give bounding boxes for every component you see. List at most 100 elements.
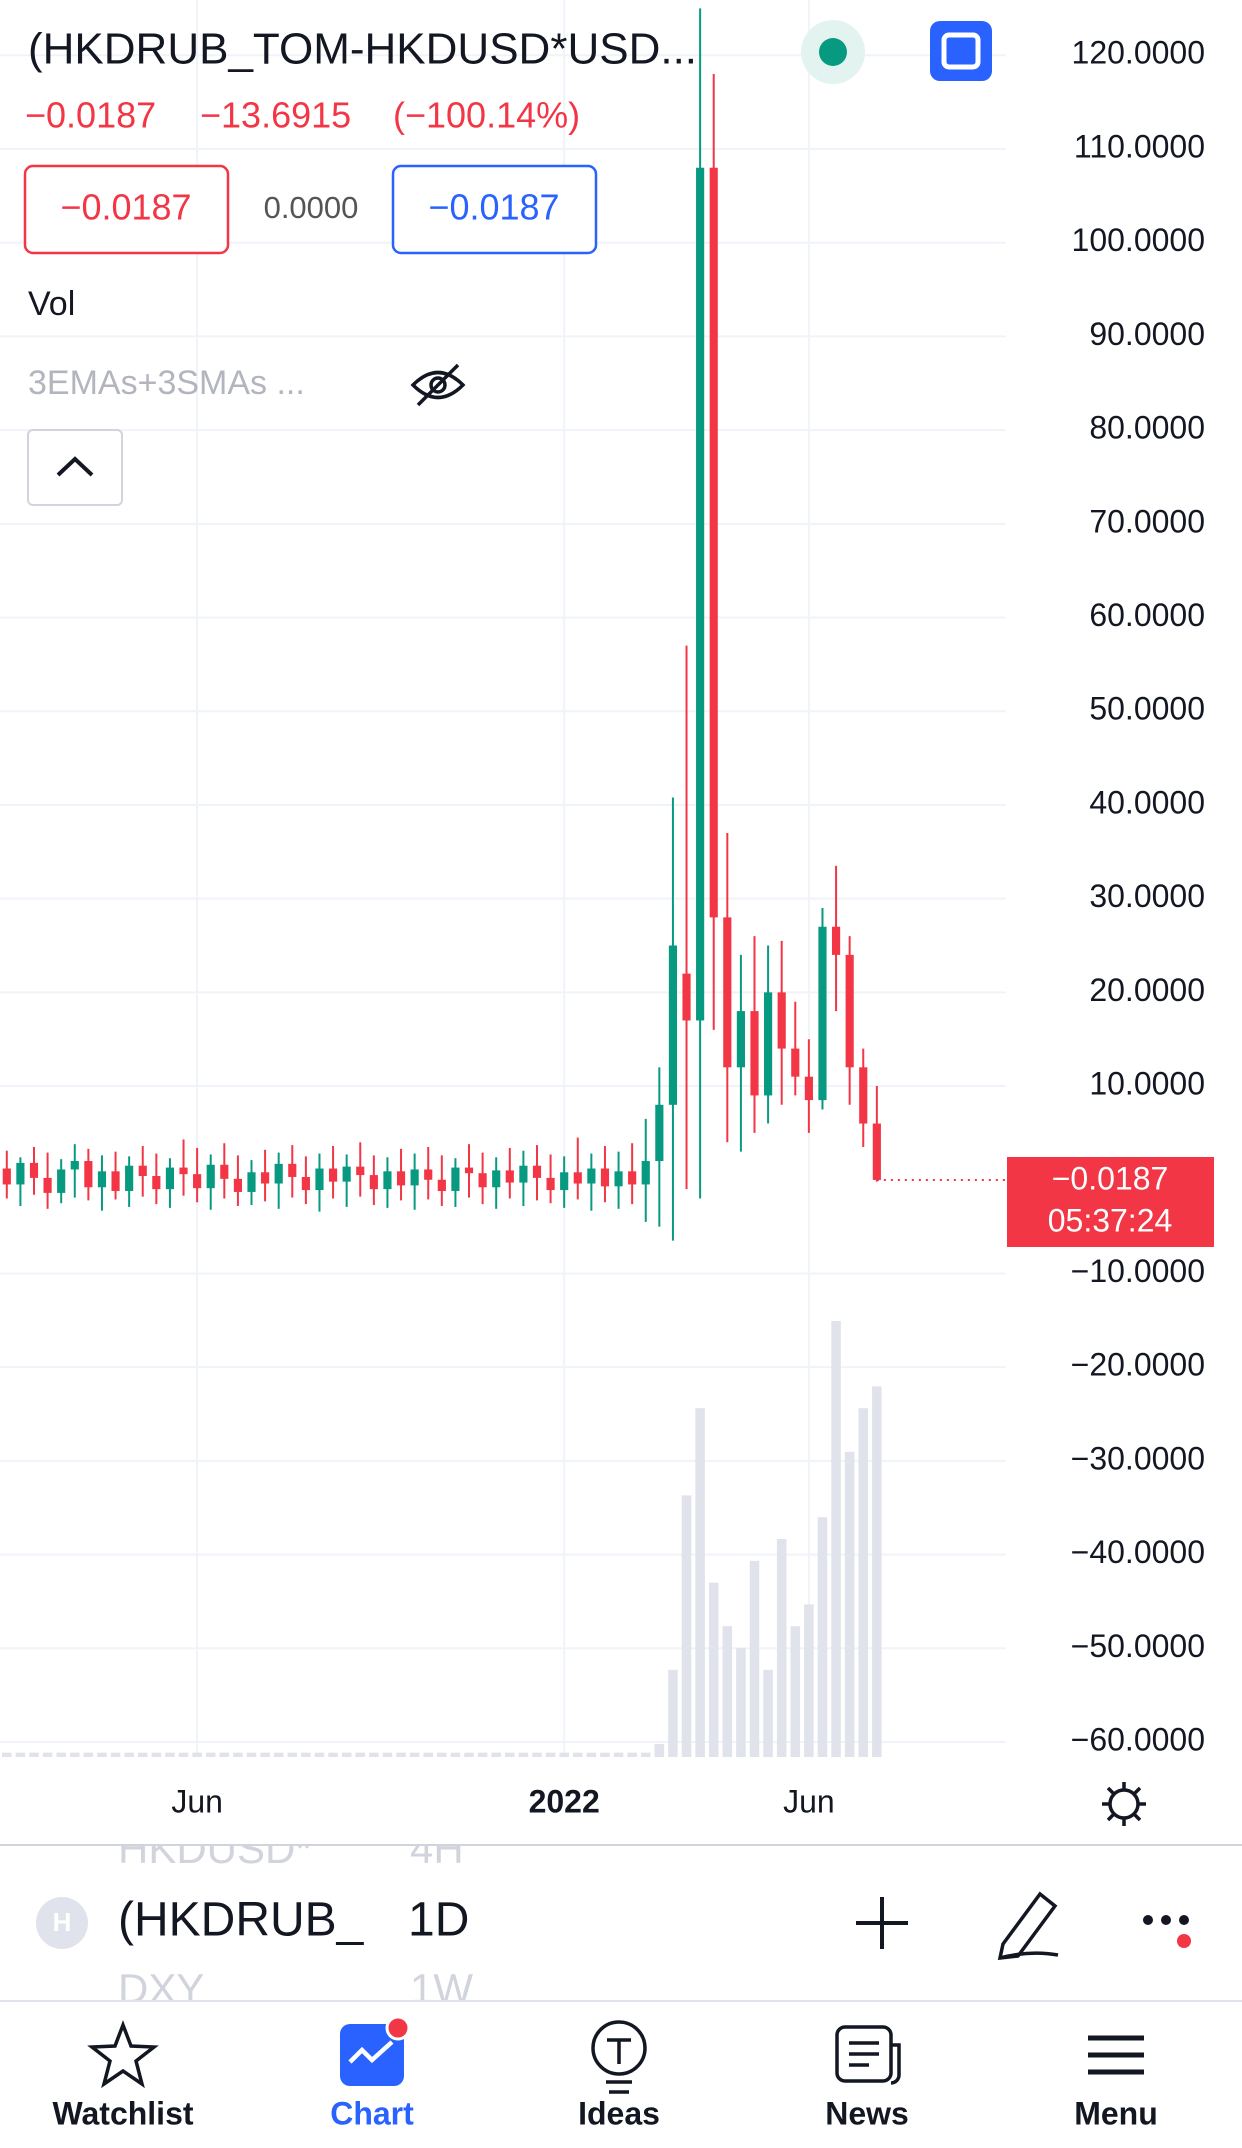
y-tick-label: 20.0000 [1089, 972, 1205, 1008]
tab-menu[interactable]: Menu [1074, 2095, 1158, 2131]
draw-button[interactable] [997, 1891, 1059, 1961]
y-tick-label: 120.0000 [1072, 35, 1205, 71]
volume-bar [110, 1752, 121, 1757]
y-tick-label: 70.0000 [1089, 503, 1205, 539]
candle-body [369, 1175, 378, 1190]
prev-symbol[interactable]: HKDUSD* [118, 1825, 312, 1872]
change: −13.6915 [200, 95, 351, 136]
countdown: 05:37:24 [1048, 1202, 1173, 1238]
volume-bar [736, 1648, 746, 1757]
fullscreen-button[interactable] [930, 21, 992, 81]
candle-body [736, 1011, 745, 1068]
candle-body [492, 1170, 501, 1188]
indicator-vol[interactable]: Vol [28, 285, 75, 323]
candle-body [97, 1171, 107, 1188]
settings-button[interactable] [1102, 1782, 1146, 1826]
volume-bar [586, 1752, 597, 1757]
menu-icon[interactable] [1088, 2035, 1144, 2075]
collapse-button[interactable] [27, 429, 123, 506]
candle-body [274, 1163, 283, 1184]
candle-body [233, 1178, 242, 1192]
next-interval[interactable]: 1W [410, 1965, 473, 2012]
volume-bar [559, 1752, 569, 1757]
prev-interval[interactable]: 4H [410, 1825, 464, 1872]
volume-bar [355, 1752, 366, 1757]
volume-bar [396, 1752, 406, 1757]
symbol-title[interactable]: (HKDRUB_TOM-HKDUSD*USD... [28, 25, 697, 74]
candle-body [872, 1123, 881, 1180]
volume-bar [790, 1626, 801, 1757]
more-button[interactable] [1143, 1915, 1191, 1948]
volume-bar [573, 1752, 583, 1757]
candle-body [179, 1167, 188, 1175]
volume-bar [749, 1560, 760, 1757]
volume-bar [409, 1752, 420, 1757]
volume-bar [817, 1517, 828, 1757]
volume-bar [2, 1752, 12, 1757]
y-tick-label: 110.0000 [1074, 128, 1205, 164]
indicator-ema[interactable]: 3EMAs+3SMAs ... [28, 364, 305, 402]
next-symbol[interactable]: DXY [118, 1965, 204, 2012]
candle-body [560, 1172, 569, 1191]
candle-body [859, 1067, 868, 1124]
news-icon[interactable] [835, 2025, 901, 2085]
candle-body [111, 1171, 120, 1192]
candle-body [791, 1048, 800, 1077]
ask: −0.0187 [428, 187, 559, 228]
sell-button[interactable] [23, 164, 230, 255]
tab-watchlist[interactable]: Watchlist [52, 2095, 193, 2131]
volume-bar [314, 1752, 325, 1757]
bid: −0.0187 [60, 187, 191, 228]
candle-body [2, 1168, 11, 1185]
candle-body [573, 1172, 582, 1184]
volume-bar [831, 1321, 841, 1757]
volume-bar [437, 1752, 447, 1757]
symbol-icon [36, 1897, 88, 1949]
volume-bar [137, 1752, 148, 1757]
candle-body [410, 1169, 419, 1186]
volume-bar [205, 1752, 216, 1757]
price-label-bg [1007, 1157, 1214, 1247]
chart-badge [385, 2015, 411, 2041]
buy-button[interactable] [391, 164, 598, 255]
volume-bar [722, 1626, 733, 1757]
volume-bar [29, 1752, 39, 1757]
tab-chart[interactable]: Chart [330, 2095, 414, 2131]
candle-body [451, 1167, 460, 1192]
volume-bar [505, 1752, 515, 1757]
add-button[interactable] [856, 1897, 908, 1949]
status-dot [819, 38, 847, 66]
volume-bar [83, 1752, 94, 1757]
candle-body [288, 1163, 297, 1177]
hide-icon[interactable] [410, 363, 466, 407]
volume-bar [872, 1386, 882, 1757]
volume-bar [804, 1604, 814, 1757]
volume-bar [464, 1752, 474, 1757]
volume-bar [450, 1752, 461, 1757]
candle-body [546, 1177, 555, 1191]
tab-news[interactable]: News [825, 2095, 909, 2131]
volume-bar [627, 1752, 637, 1757]
chart-icon[interactable] [340, 2024, 404, 2086]
candle-body [532, 1165, 542, 1178]
volume-bar [369, 1752, 379, 1757]
watchlist-icon[interactable] [87, 2020, 159, 2089]
toolbar-interval[interactable]: 1D [408, 1894, 469, 1947]
volume-bar [518, 1752, 529, 1757]
y-tick-label: −30.0000 [1071, 1440, 1205, 1476]
candle-body [804, 1076, 813, 1101]
volume-bar [328, 1752, 338, 1757]
candle-body [70, 1161, 79, 1170]
price-axis: 120.0000 110.0000 100.0000 90.0000 80.0000 70… [171, 35, 1205, 1820]
fullscreen-icon [941, 32, 981, 70]
volume-pane [2, 1321, 882, 1757]
candle-body [818, 926, 827, 1101]
ideas-icon[interactable] [591, 2020, 647, 2094]
volume-bar [341, 1752, 352, 1757]
tab-ideas[interactable]: Ideas [578, 2095, 660, 2131]
volume-bar [287, 1752, 298, 1757]
candle-body [16, 1162, 25, 1185]
toolbar-symbol[interactable]: (HKDRUB_ [118, 1894, 365, 1947]
